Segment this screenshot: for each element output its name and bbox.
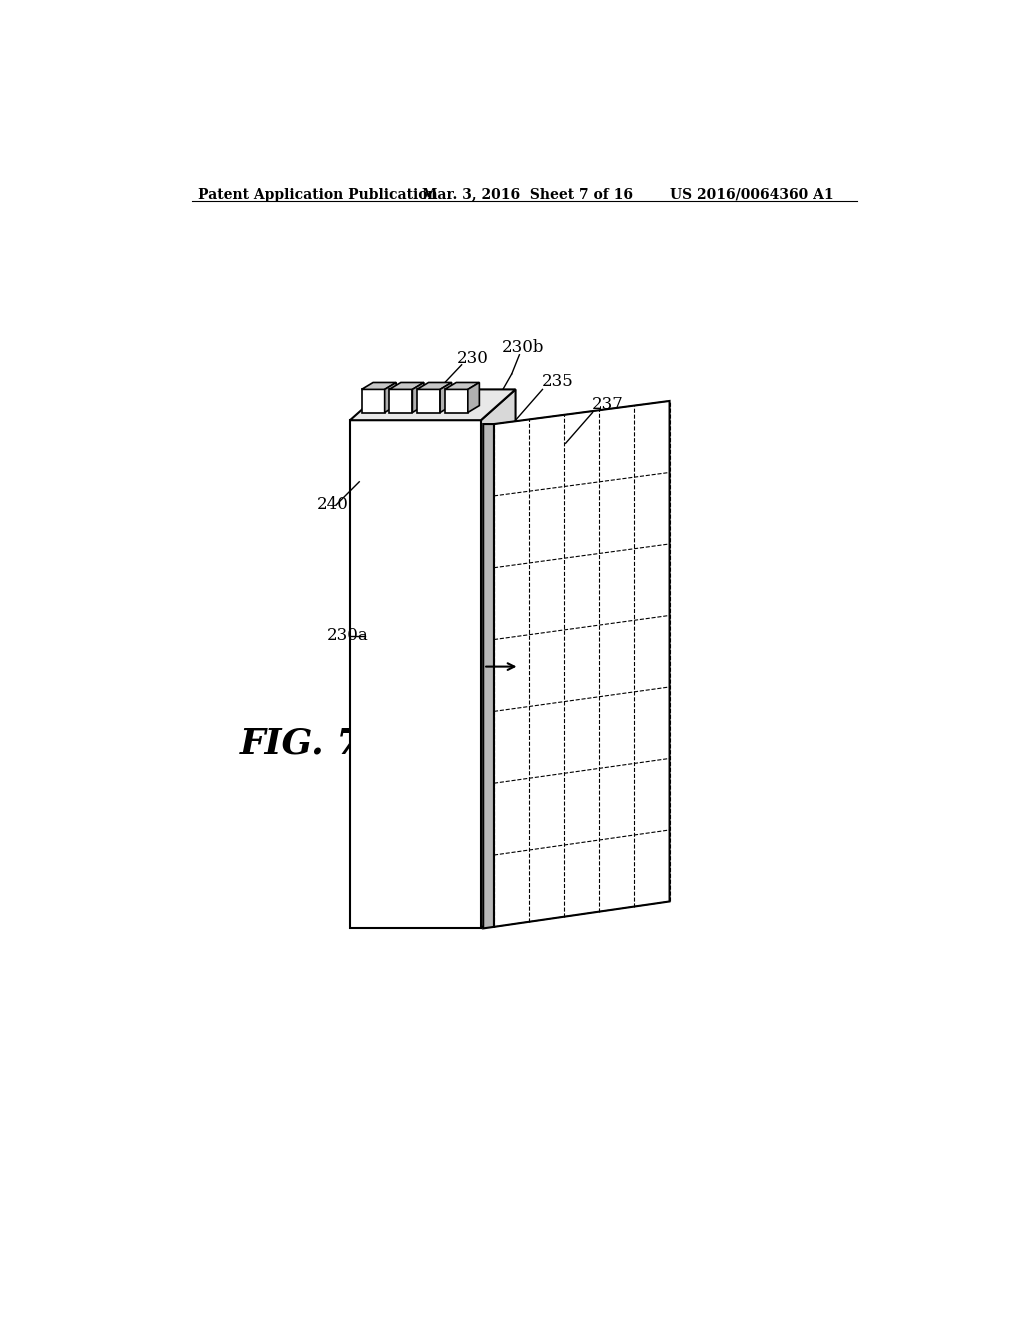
Polygon shape <box>361 389 385 412</box>
Polygon shape <box>350 420 481 928</box>
Text: Mar. 3, 2016  Sheet 7 of 16: Mar. 3, 2016 Sheet 7 of 16 <box>422 187 633 202</box>
Polygon shape <box>413 383 424 412</box>
Polygon shape <box>468 383 479 412</box>
Text: 230a: 230a <box>327 627 369 644</box>
Text: 240: 240 <box>316 496 349 513</box>
Text: FIG. 7: FIG. 7 <box>240 726 362 760</box>
Polygon shape <box>417 389 440 412</box>
Text: Patent Application Publication: Patent Application Publication <box>199 187 438 202</box>
Polygon shape <box>389 389 413 412</box>
Polygon shape <box>483 424 494 928</box>
Text: US 2016/0064360 A1: US 2016/0064360 A1 <box>670 187 834 202</box>
Text: 230: 230 <box>458 350 489 367</box>
Polygon shape <box>494 401 670 927</box>
Polygon shape <box>444 389 468 412</box>
Polygon shape <box>385 383 396 412</box>
Polygon shape <box>417 383 452 389</box>
Polygon shape <box>350 389 515 420</box>
Polygon shape <box>440 383 452 412</box>
Text: 235: 235 <box>542 374 573 391</box>
Polygon shape <box>389 383 424 389</box>
Polygon shape <box>361 383 396 389</box>
Polygon shape <box>481 389 515 928</box>
Text: 230b: 230b <box>502 338 545 355</box>
Text: 237: 237 <box>592 396 624 413</box>
Polygon shape <box>444 383 479 389</box>
